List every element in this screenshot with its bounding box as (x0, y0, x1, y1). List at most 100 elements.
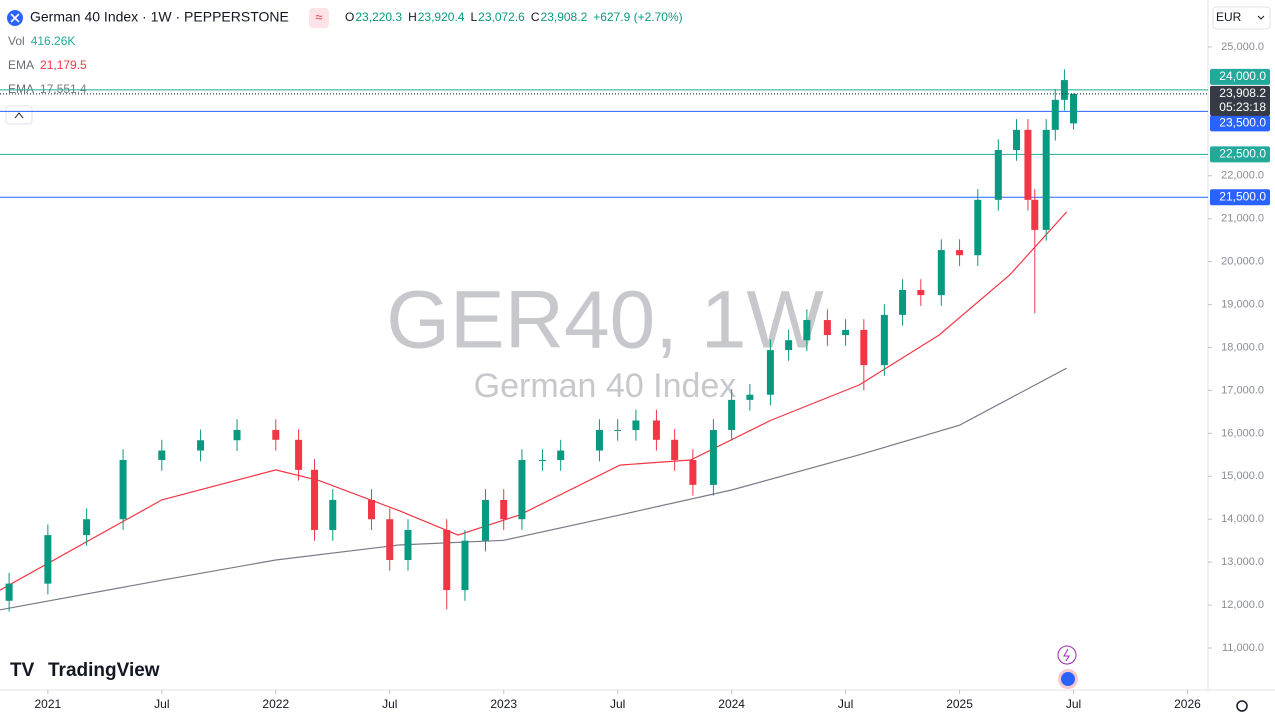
candle-body (728, 399, 736, 430)
currency: EUR (1216, 10, 1242, 24)
candle-body (785, 340, 793, 351)
watermark-title: GER40, 1W (386, 275, 824, 366)
level-label-box (1210, 68, 1270, 85)
candle-body (386, 519, 394, 561)
candle-body (1024, 129, 1032, 200)
indicator-name: EMA (8, 58, 34, 72)
candle-body (461, 540, 469, 591)
change: +627.9 (+2.70%) (593, 10, 682, 24)
last-price-label: 23,908.2 (1219, 86, 1266, 100)
candle-body (823, 320, 831, 336)
candle-body (994, 150, 1002, 200)
candle-body (632, 420, 640, 430)
indicator-name: EMA (8, 82, 34, 96)
candle-body (956, 250, 964, 256)
candle-body (842, 329, 850, 336)
candle-body (481, 499, 489, 541)
ohlc-value: 23,908.2 (541, 10, 588, 24)
candle-body (1060, 80, 1068, 100)
x-tick-label: Jul (1066, 697, 1081, 711)
y-tick-label: 18,000.0 (1221, 341, 1264, 353)
events-icon (1061, 672, 1075, 686)
y-tick-label: 25,000.0 (1221, 41, 1264, 53)
settings-button[interactable] (1236, 700, 1248, 712)
candle-body (295, 439, 303, 470)
ema-line (0, 367, 1067, 611)
candle-body (404, 529, 412, 561)
x-tick-label: Jul (610, 697, 625, 711)
currency-button[interactable] (1212, 6, 1271, 30)
x-tick-label: Jul (382, 697, 397, 711)
x-tick-label: Jul (838, 697, 853, 711)
y-tick-label: 22,000.0 (1221, 170, 1264, 182)
level-label: 21,500.0 (1219, 189, 1266, 203)
level-label: 22,500.0 (1219, 147, 1266, 161)
watermark-subtitle: German 40 Index (474, 367, 737, 405)
candle-body (197, 440, 205, 451)
ema-line (0, 211, 1068, 591)
y-tick-label: 14,000.0 (1221, 513, 1264, 525)
candle-body (44, 535, 52, 584)
candle-body (709, 429, 717, 485)
candle-body (272, 429, 280, 440)
ohlc-value: 23,072.6 (478, 10, 525, 24)
candle-body (880, 314, 888, 366)
ohlc-value: 23,920.4 (418, 10, 465, 24)
watermark: GER40, 1W German 40 Index (386, 275, 824, 405)
ohlc-key: O (345, 10, 354, 24)
indicator-value: 21,179.5 (40, 58, 87, 72)
candle-body (860, 329, 868, 366)
ohlc-value: 23,220.3 (355, 10, 402, 24)
candle-body (917, 289, 925, 296)
candle-body (329, 499, 337, 530)
ohlc-key: L (470, 10, 477, 24)
candle-body (1070, 93, 1078, 124)
countdown: 05:23:18 (1219, 100, 1266, 114)
candle-body (803, 320, 811, 341)
brand-logo-mark: TV (10, 660, 35, 681)
candle-body (1013, 129, 1021, 151)
x-tick-label: 2022 (262, 697, 289, 711)
candle-body (158, 450, 166, 460)
candle-body (538, 459, 546, 461)
collapse-icon (14, 112, 24, 119)
last-price-box (1210, 85, 1270, 116)
y-tick-label: 11,000.0 (1222, 642, 1264, 654)
symbol-title[interactable]: German 40 Index · 1W · PEPPERSTONE (30, 9, 289, 25)
candle-body (500, 499, 508, 520)
candle-body (746, 394, 754, 400)
currency-caret (1257, 15, 1265, 20)
candle-body (368, 499, 376, 520)
candle-body (1051, 99, 1059, 130)
level-label-box (1210, 146, 1270, 163)
y-tick-label: 20,000.0 (1221, 256, 1264, 268)
collapse-button[interactable] (5, 105, 33, 125)
candle-body (689, 459, 697, 485)
candle-body (119, 459, 127, 520)
alert-icon (1063, 648, 1070, 662)
y-tick-label: 15,000.0 (1221, 470, 1264, 482)
candle-body (1031, 199, 1039, 230)
level-label: 24,000.0 (1219, 69, 1266, 83)
candle-body (671, 439, 679, 460)
candle-body (518, 459, 526, 520)
alert-button[interactable] (1057, 645, 1077, 665)
candle-body (595, 429, 603, 451)
candle-body (899, 289, 907, 315)
brand[interactable]: TradingView (48, 660, 160, 681)
candle-body (83, 519, 91, 536)
y-tick-label: 12,000.0 (1221, 599, 1264, 611)
candle-body (233, 429, 241, 441)
indicator-name: Vol (8, 34, 25, 48)
candle-body (974, 199, 982, 256)
y-tick-label: 17,000.0 (1221, 384, 1264, 396)
level-label-box (1210, 189, 1270, 206)
ohlc-key: H (408, 10, 417, 24)
symbol-icon-glyph (10, 13, 20, 23)
candle-body (311, 469, 319, 530)
compare-button[interactable] (309, 8, 329, 28)
candle-body (443, 529, 451, 591)
compare-icon: ≈ (315, 9, 322, 24)
